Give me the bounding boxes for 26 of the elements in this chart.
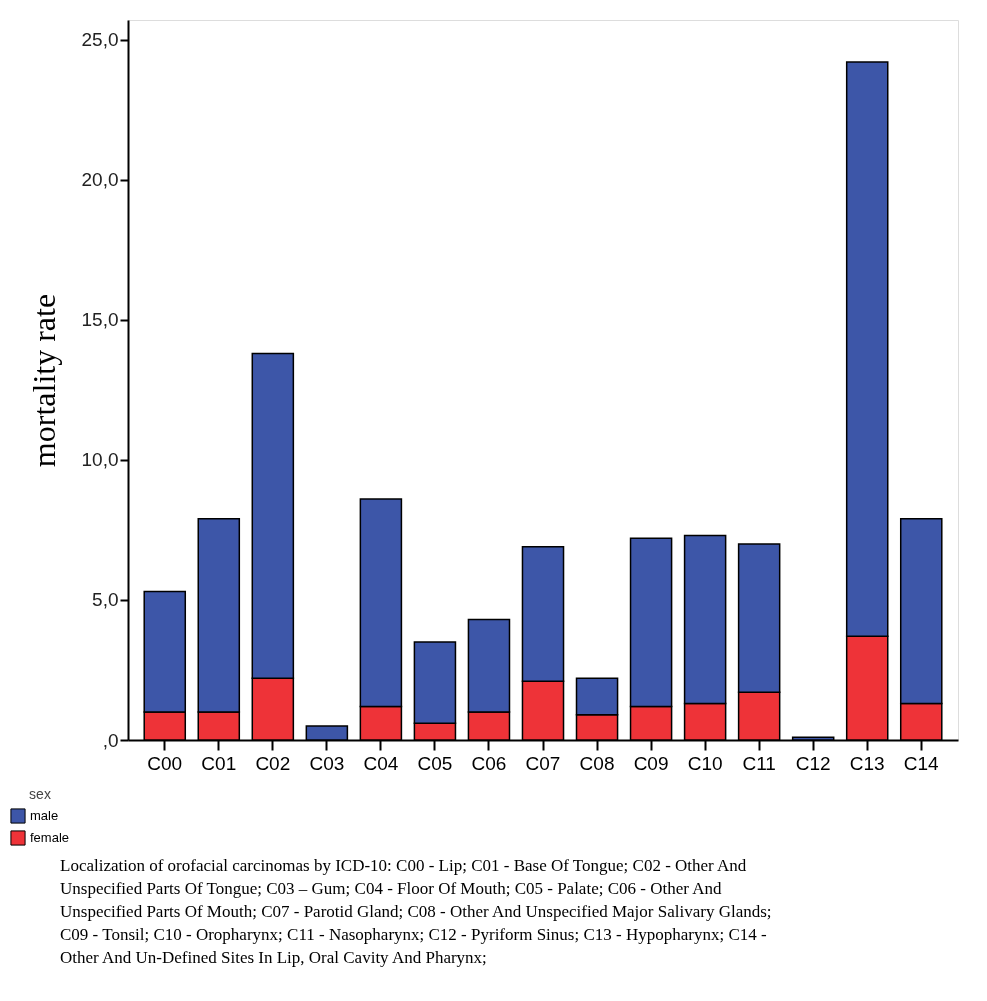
- text: Localization of orofacial carcinomas by ICD-10: C00 - Lip; C01 - Base Of Tongue; C02 - Other And Unspecified Parts Of Tongue; C03 – Gum; C04 - Floor Of Mouth; C05 - Palate; C06 - Other And Unspecified Parts Of Mouth; C07 - Parotid Gland; C08 - Other And Unspecified Major Salivary Glands; C09 - Tonsil; C10 - Oropharynx; C11 - Nasopharynx; C12 - Pyriform Sinus; C13 - Hypopharynx; C14 - Other And Un-Defined Sites In Lip, Oral Cavity And Pharynx;: [60, 856, 772, 967]
- legend-label: female: [30, 830, 70, 845]
- legend-title: sex: [29, 786, 51, 802]
- x-tick-label: C14: [903, 752, 940, 774]
- x-tick-label: C05: [417, 752, 453, 774]
- x-tick-label: C12: [795, 752, 831, 774]
- y-axis-title: mortality rate: [25, 293, 62, 468]
- y-tick-label: 20,0: [81, 169, 119, 191]
- x-tick-label: C13: [849, 752, 885, 774]
- y-tick-label: 25,0: [81, 29, 119, 51]
- x-tick-label: C01: [201, 752, 237, 774]
- x-tick-label: C11: [742, 752, 776, 774]
- legend-label: male: [30, 808, 59, 823]
- x-tick-label: C03: [309, 752, 345, 774]
- x-tick-label: C08: [579, 752, 615, 774]
- y-tick-label: 5,0: [92, 589, 119, 611]
- y-tick-label: 15,0: [81, 309, 119, 331]
- y-tick-label: ,0: [102, 729, 119, 751]
- x-tick-label: C07: [525, 752, 561, 774]
- x-tick-label: C09: [633, 752, 669, 774]
- x-tick-label: C02: [255, 752, 291, 774]
- x-tick-label: C10: [687, 752, 723, 774]
- x-tick-label: C06: [471, 752, 507, 774]
- y-tick-label: 10,0: [81, 449, 119, 471]
- x-tick-label: C00: [147, 752, 183, 774]
- x-tick-label: C04: [363, 752, 399, 774]
